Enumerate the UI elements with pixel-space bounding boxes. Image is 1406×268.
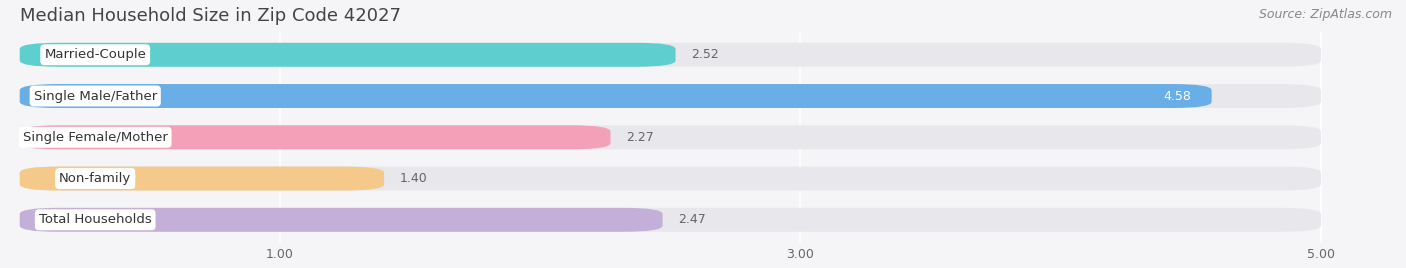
FancyBboxPatch shape: [20, 208, 1322, 232]
Text: 2.47: 2.47: [678, 213, 706, 226]
Text: Total Households: Total Households: [39, 213, 152, 226]
FancyBboxPatch shape: [20, 84, 1322, 108]
Text: 2.52: 2.52: [692, 48, 718, 61]
FancyBboxPatch shape: [20, 208, 662, 232]
Text: Married-Couple: Married-Couple: [45, 48, 146, 61]
FancyBboxPatch shape: [20, 125, 610, 149]
FancyBboxPatch shape: [20, 125, 1322, 149]
FancyBboxPatch shape: [20, 167, 384, 191]
FancyBboxPatch shape: [20, 43, 1322, 67]
Text: 2.27: 2.27: [626, 131, 654, 144]
Text: Median Household Size in Zip Code 42027: Median Household Size in Zip Code 42027: [20, 7, 401, 25]
Text: Non-family: Non-family: [59, 172, 131, 185]
Text: 1.40: 1.40: [399, 172, 427, 185]
Text: Single Female/Mother: Single Female/Mother: [22, 131, 167, 144]
Text: 4.58: 4.58: [1163, 90, 1191, 103]
Text: Source: ZipAtlas.com: Source: ZipAtlas.com: [1258, 8, 1392, 21]
FancyBboxPatch shape: [20, 84, 1212, 108]
FancyBboxPatch shape: [20, 167, 1322, 191]
Text: Single Male/Father: Single Male/Father: [34, 90, 157, 103]
FancyBboxPatch shape: [20, 43, 675, 67]
